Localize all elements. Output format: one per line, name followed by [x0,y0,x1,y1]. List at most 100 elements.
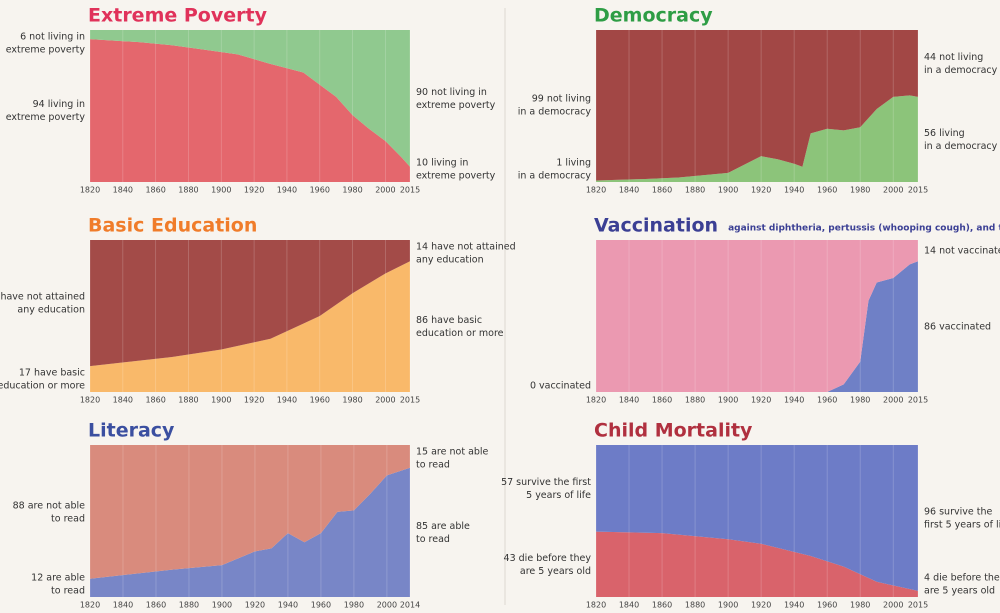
x-tick-label: 1920 [244,396,264,405]
x-tick-label: 1940 [277,186,297,195]
area [596,531,918,597]
annotation: 14 not vaccinated [924,245,1000,256]
x-tick-label: 1900 [718,601,738,610]
annotation: 17 have basic education or more [0,367,85,391]
x-tick-label: 1940 [784,186,804,195]
annotation-line: any education [416,254,484,265]
x-tick-label: 1900 [718,186,738,195]
annotation-line: 14 have not attained [416,241,516,252]
x-tick-label: 1940 [277,396,297,405]
x-tick-label: 1960 [310,396,330,405]
x-tick-label: 1920 [751,186,771,195]
annotation: 86 have basic education or more [416,315,504,339]
area [90,467,410,597]
x-tick-label: 1960 [817,396,837,405]
annotation-line: first 5 years of life [924,519,1000,530]
chart: Literacy 1820 1840 1860 1880 1900 1920 1940 1960… [13,420,489,610]
annotation-line: in a democracy [518,106,592,117]
annotation-line: 43 die before they [504,552,592,563]
x-tick-label: 2015 [908,396,928,405]
x-tick-label: 1860 [145,396,165,405]
area [90,445,410,579]
annotation-line: in a democracy [924,64,998,75]
x-tick-label: 2000 [377,601,397,610]
annotation-line: to read [51,513,85,524]
x-tick-label: 2000 [375,186,395,195]
annotation-line: in a democracy [518,170,592,181]
annotation: 56 living in a democracy [924,127,998,151]
area [90,240,410,367]
chart-title: Basic Education [88,215,257,237]
annotation-line: to read [416,533,450,544]
annotation: 83 have not attained any education [0,291,85,315]
chart: Democracy 1820 1840 1860 1880 1900 1920 1940 196… [518,5,998,195]
annotation: 6 not living in extreme poverty [6,31,86,55]
annotation-line: 6 not living in [20,31,85,42]
x-tick-label: 1980 [850,186,870,195]
annotation: 14 have not attained any education [416,241,516,265]
annotation: 1 living in a democracy [518,157,592,181]
annotation-line: 90 not living in [416,86,487,97]
x-tick-label: 1840 [113,396,133,405]
x-tick-label: 1980 [342,396,362,405]
x-tick-label: 1920 [751,601,771,610]
x-tick-label: 1920 [244,186,264,195]
annotation: 57 survive the first 5 years of life [501,476,591,500]
x-tick-label: 1980 [850,396,870,405]
x-tick-label: 1860 [146,601,166,610]
x-tick-label: 2015 [908,601,928,610]
chart-title: Democracy [594,5,713,27]
x-tick-label: 1820 [586,601,606,610]
annotation-line: 83 have not attained [0,291,85,302]
annotation-line: extreme poverty [6,112,86,123]
annotation-line: 1 living [556,157,591,168]
x-tick-label: 2015 [400,186,420,195]
x-tick-label: 2000 [375,396,395,405]
annotation: 10 living in extreme poverty [416,157,496,181]
annotation-line: 12 are able [31,572,85,583]
annotation: 86 vaccinated [924,321,991,332]
annotation-line: extreme poverty [416,99,496,110]
x-tick-label: 1840 [113,601,133,610]
x-tick-label: 1900 [212,601,232,610]
annotation: 99 not living in a democracy [518,93,592,117]
annotation-line: 0 vaccinated [530,380,591,391]
x-tick-label: 1840 [113,186,133,195]
annotation-line: 85 are able [416,520,470,531]
x-tick-label: 2000 [883,601,903,610]
x-tick-label: 1840 [619,396,639,405]
annotation-line: education or more [416,328,504,339]
annotation-line: 14 not vaccinated [924,245,1000,256]
annotation: 94 living in extreme poverty [6,99,86,123]
annotation-line: to read [416,459,450,470]
annotation-line: 56 living [924,127,965,138]
area [596,445,918,591]
x-tick-label: 1860 [652,601,672,610]
annotation-line: 94 living in [33,99,85,110]
area [90,261,410,392]
annotation-line: 99 not living [532,93,591,104]
chart: Child Mortality 1820 1840 1860 1880 1900 1920 1… [501,420,1000,610]
x-tick-label: 1980 [342,186,362,195]
annotation-line: 44 not living [924,51,983,62]
x-tick-label: 2015 [400,396,420,405]
x-tick-label: 1820 [586,396,606,405]
x-tick-label: 1820 [80,396,100,405]
x-tick-label: 1880 [178,186,198,195]
x-tick-label: 1940 [278,601,298,610]
annotation: 43 die before they are 5 years old [504,552,592,576]
annotation-line: 4 die before they [924,572,1000,583]
annotation-line: 88 are not able [13,500,86,511]
x-tick-label: 1960 [311,601,331,610]
annotation: 85 are able to read [416,520,470,544]
x-tick-label: 1840 [619,601,639,610]
annotation: 88 are not able to read [13,500,86,524]
area [90,39,410,183]
x-tick-label: 1920 [245,601,265,610]
chart-title: Vaccination [594,215,718,237]
chart: Vaccination against diphtheria, pertussis… [530,215,1000,405]
x-tick-label: 1820 [586,186,606,195]
chart: Basic Education 1820 1840 1860 1880 1900 1920 1… [0,215,516,405]
